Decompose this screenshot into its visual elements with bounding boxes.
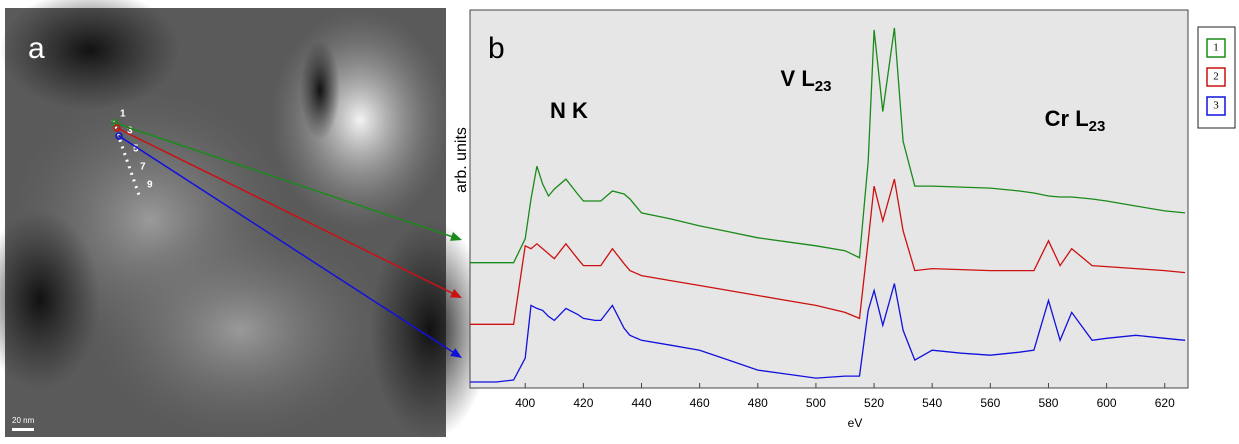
x-tick-label: 500	[806, 396, 826, 410]
peak-label-sub: 23	[815, 78, 832, 95]
panel-label: b	[488, 32, 505, 65]
peak-label: N K	[550, 98, 588, 123]
peak-label: Cr L23	[1045, 106, 1106, 135]
x-tick-label: 520	[864, 396, 884, 410]
legend-label: 2	[1213, 71, 1219, 83]
x-tick-label: 600	[1097, 396, 1117, 410]
point-marker	[113, 124, 121, 132]
x-tick-label: 440	[631, 396, 651, 410]
scale-label: 20 nm	[12, 416, 35, 425]
x-tick-label: 540	[922, 396, 942, 410]
x-tick-label: 400	[515, 396, 535, 410]
point-label: 9	[147, 180, 153, 191]
peak-label-sub: 23	[1089, 118, 1106, 135]
peak-label-text: Cr L	[1045, 106, 1089, 131]
arrow	[118, 135, 456, 355]
peak-label-text: V L	[781, 66, 815, 91]
legend-swatch	[1206, 38, 1226, 58]
x-tick-label: 580	[1038, 396, 1058, 410]
x-tick-label: 620	[1155, 396, 1175, 410]
plot-area	[469, 9, 1189, 389]
point-label: 5	[133, 144, 139, 155]
arrow-head	[450, 288, 462, 298]
arrow	[116, 127, 456, 296]
point-label: 7	[140, 162, 146, 173]
point-label: 1	[120, 109, 126, 120]
x-tick-label: 420	[573, 396, 593, 410]
y-axis-label: arb. units	[453, 127, 470, 193]
x-tick-label: 460	[690, 396, 710, 410]
panel-label: a	[28, 32, 45, 65]
peak-label: V L23	[781, 66, 832, 95]
legend-label: 3	[1213, 100, 1219, 112]
point-label: 3	[127, 126, 133, 137]
micrograph	[0, 0, 490, 440]
x-tick-label: 560	[980, 396, 1000, 410]
peak-label-text: N K	[550, 98, 588, 123]
spectrum-line	[470, 283, 1186, 383]
arrow-head	[450, 348, 462, 358]
x-tick-label: 480	[748, 396, 768, 410]
x-axis-label: eV	[848, 416, 863, 430]
point-marker	[115, 132, 123, 140]
legend-swatch	[1206, 67, 1226, 87]
legend-swatch	[1206, 96, 1226, 116]
arrow-head	[450, 232, 462, 241]
spectrum-line	[470, 27, 1186, 264]
spectrum-line	[470, 178, 1186, 325]
arrow	[114, 122, 455, 239]
legend-label: 1	[1213, 42, 1219, 54]
